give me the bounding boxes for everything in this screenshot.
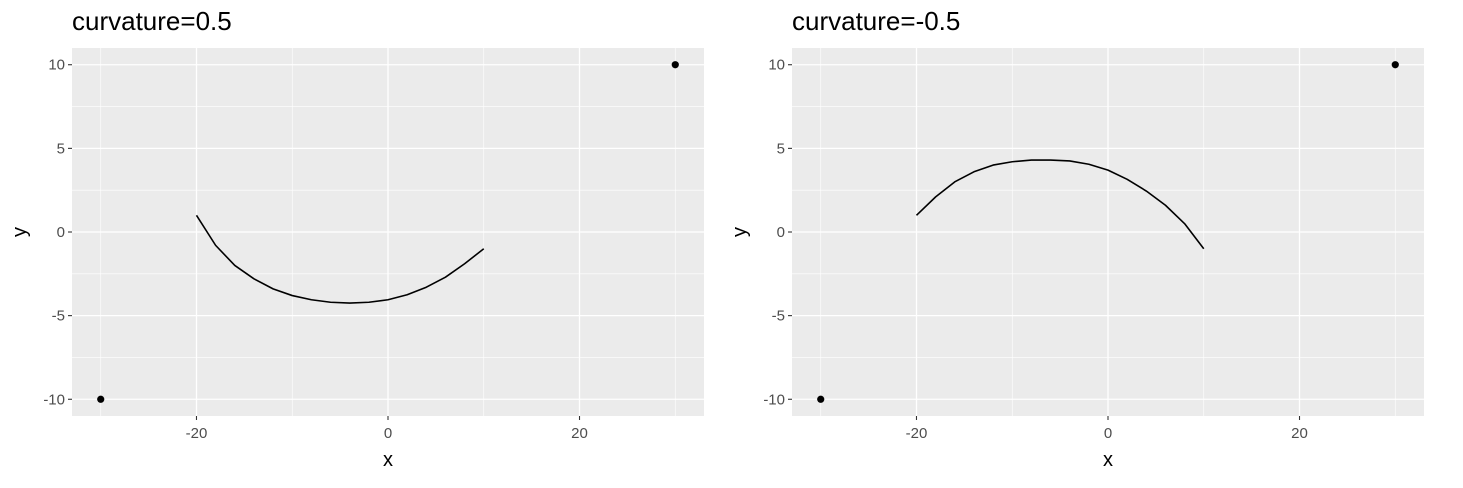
y-tick-label: -10: [43, 391, 65, 408]
y-tick-label: -5: [772, 308, 785, 325]
y-tick-label: 5: [777, 140, 785, 157]
y-tick-label: 5: [57, 140, 65, 157]
y-tick-label: -5: [52, 308, 65, 325]
x-tick-label: -20: [906, 425, 928, 442]
chart-panel-right: curvature=-0.5 -20 0 20 -10 -5 0 5 10 x y: [720, 0, 1440, 488]
y-tick-label: -10: [763, 391, 785, 408]
data-point: [817, 395, 825, 403]
data-point: [671, 61, 679, 69]
curve-series: [195, 214, 485, 304]
x-tick-label: 20: [1291, 425, 1308, 442]
y-tick-label: 10: [768, 57, 785, 74]
y-tick-label: 0: [57, 224, 65, 241]
chart-plot-left: -20 0 20 -10 -5 0 5 10 x y: [9, 48, 704, 471]
data-point: [97, 395, 105, 403]
y-axis-title: y: [9, 227, 31, 237]
chart-title: curvature=-0.5: [792, 6, 961, 36]
curve-series: [915, 159, 1205, 250]
x-tick-label: 0: [384, 425, 392, 442]
y-tick-label: 0: [777, 224, 785, 241]
x-tick-label: -20: [186, 425, 208, 442]
y-axis-title: y: [729, 227, 751, 237]
x-axis-title: x: [1103, 449, 1113, 471]
x-axis-title: x: [383, 449, 393, 471]
data-point: [1391, 61, 1399, 69]
y-tick-label: 10: [48, 57, 65, 74]
x-tick-label: 0: [1104, 425, 1112, 442]
chart-plot-right: -20 0 20 -10 -5 0 5 10 x y: [729, 48, 1424, 471]
chart-title: curvature=0.5: [72, 6, 232, 36]
x-tick-label: 20: [571, 425, 588, 442]
chart-panel-left: curvature=0.5 -20 0 20 -10 -5 0 5 10 x y: [0, 0, 720, 488]
